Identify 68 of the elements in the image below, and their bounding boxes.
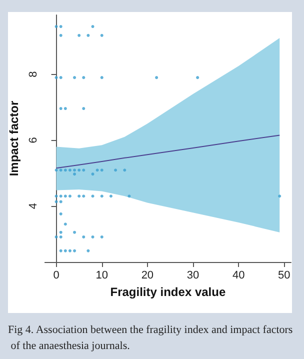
point xyxy=(114,168,118,172)
x-tick-label: 0 xyxy=(53,270,60,282)
point xyxy=(54,168,58,172)
point xyxy=(96,168,99,172)
point xyxy=(64,194,67,198)
point xyxy=(59,34,62,37)
y-tick-label: 8 xyxy=(27,71,40,78)
point xyxy=(82,76,86,80)
point xyxy=(59,194,62,198)
point xyxy=(100,168,104,172)
point xyxy=(91,194,94,198)
point xyxy=(59,25,62,28)
point xyxy=(73,249,76,252)
point xyxy=(82,194,86,198)
point xyxy=(59,230,62,234)
point xyxy=(100,235,104,238)
point xyxy=(78,168,81,172)
point xyxy=(100,194,104,198)
point xyxy=(68,168,72,172)
point xyxy=(100,76,104,80)
x-axis-title: Fragility index value xyxy=(110,285,226,299)
point xyxy=(278,194,282,198)
point xyxy=(123,168,126,172)
y-tick-label: 4 xyxy=(27,202,40,210)
point xyxy=(86,34,90,37)
x-tick-label: 10 xyxy=(96,270,108,282)
point xyxy=(59,168,62,172)
point xyxy=(59,212,62,216)
point xyxy=(59,249,62,252)
point xyxy=(59,76,62,80)
point xyxy=(109,194,112,198)
point xyxy=(100,34,104,37)
point xyxy=(54,194,58,198)
point xyxy=(86,249,90,252)
point xyxy=(59,107,62,110)
point xyxy=(91,235,94,238)
point xyxy=(73,76,76,80)
point xyxy=(54,25,58,28)
point xyxy=(68,249,72,252)
x-tick-label: 30 xyxy=(186,270,200,282)
point xyxy=(54,200,58,204)
x-tick-label: 20 xyxy=(141,270,154,282)
point xyxy=(54,76,58,80)
point xyxy=(128,194,131,198)
point xyxy=(82,235,86,238)
point xyxy=(78,34,81,37)
y-tick-label: 6 xyxy=(27,137,40,144)
point xyxy=(73,230,76,234)
point xyxy=(91,25,94,28)
point xyxy=(64,107,67,110)
caption: Fig 4. Association between the fragility index and impact factors of the anaesthesia journals. xyxy=(8,324,293,352)
x-tick-label: 50 xyxy=(278,270,290,282)
point xyxy=(82,107,86,110)
y-axis-title: Impact factor xyxy=(7,100,21,176)
point xyxy=(64,168,67,172)
point xyxy=(82,168,86,172)
point xyxy=(155,76,158,80)
point xyxy=(91,172,94,176)
point xyxy=(64,249,67,252)
point xyxy=(73,172,76,176)
point xyxy=(54,235,58,238)
point xyxy=(196,76,200,80)
point xyxy=(64,222,67,226)
point xyxy=(68,194,72,198)
x-tick-label: 40 xyxy=(232,270,245,282)
point xyxy=(59,235,62,238)
point xyxy=(73,168,76,172)
point xyxy=(78,194,81,198)
